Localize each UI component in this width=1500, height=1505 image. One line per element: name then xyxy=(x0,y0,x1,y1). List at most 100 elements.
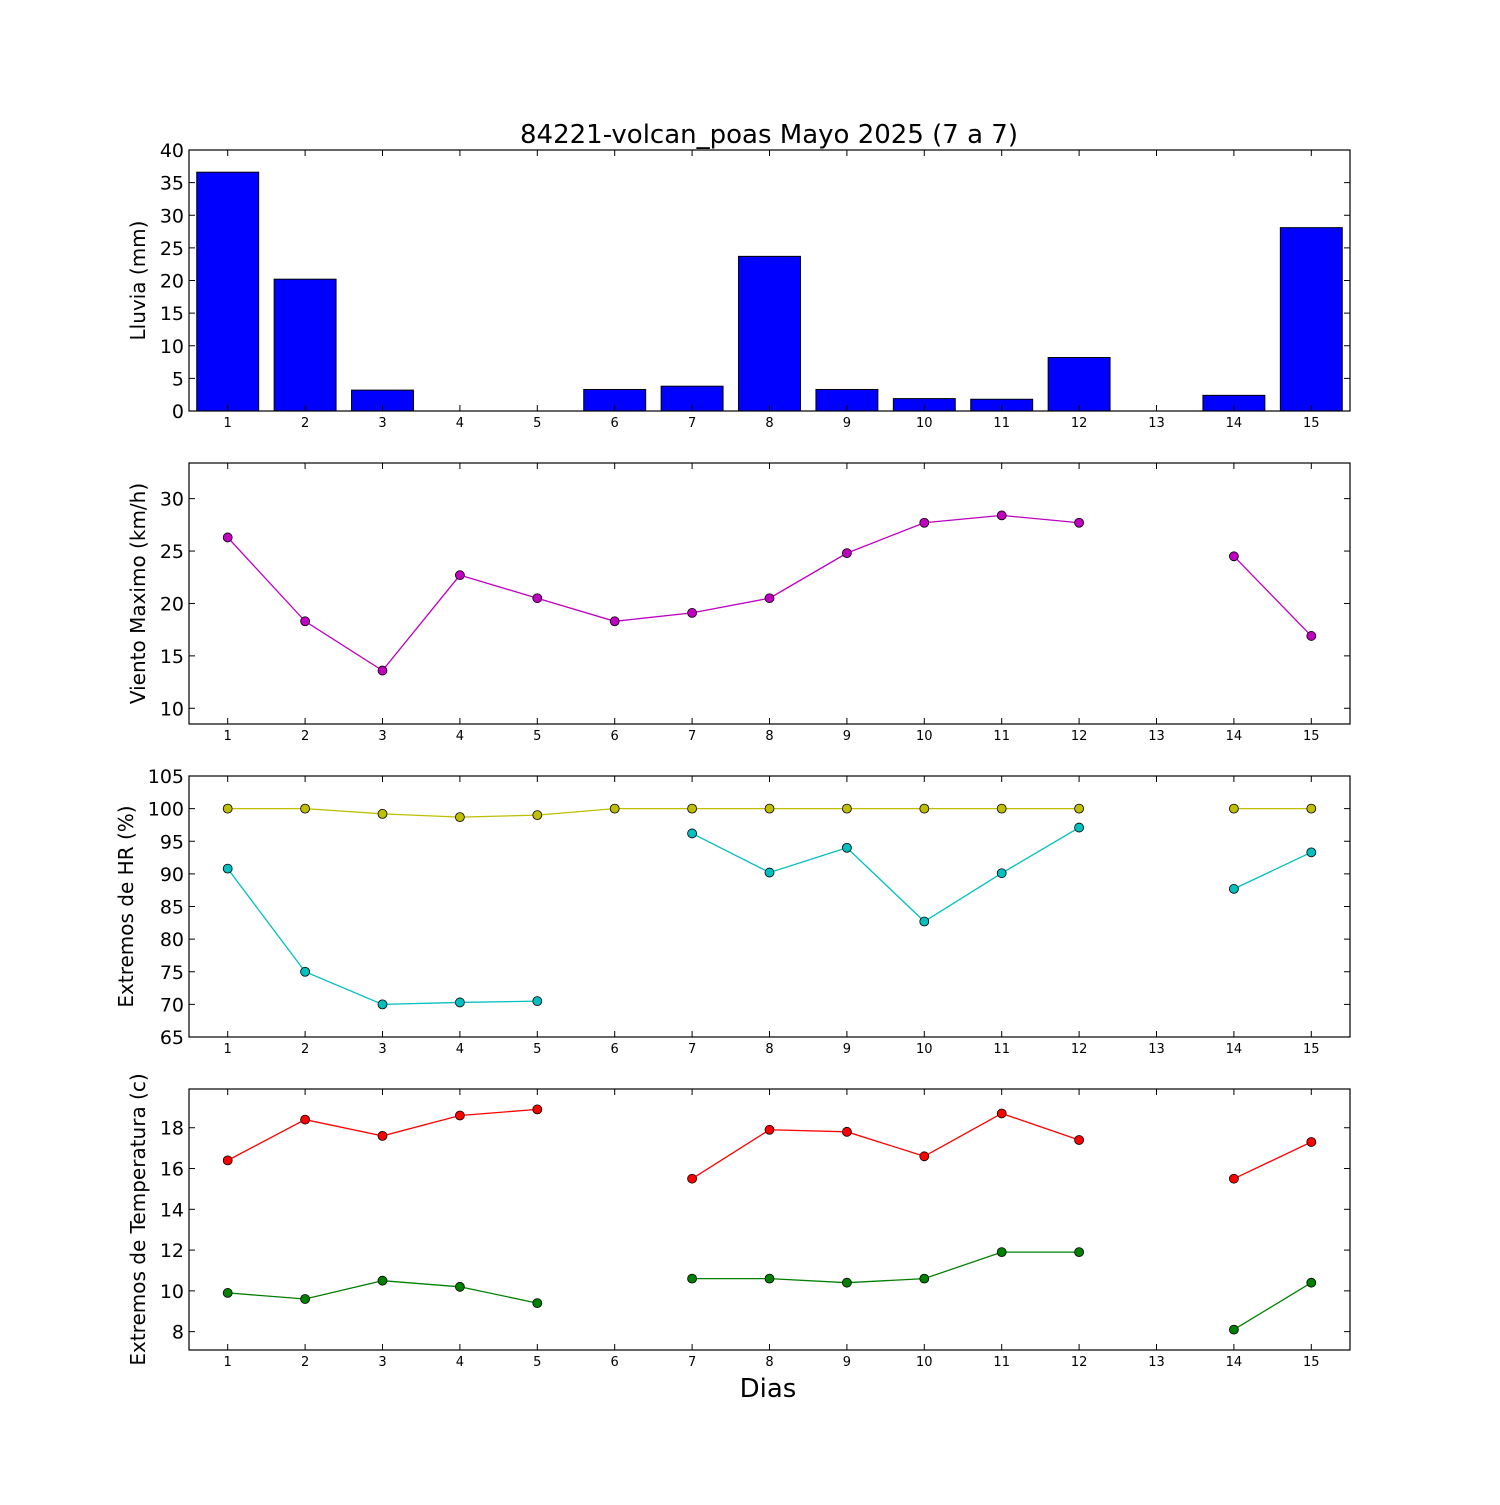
series-1-point-day-12 xyxy=(1074,1135,1084,1145)
series-2-point-day-5 xyxy=(532,1298,543,1308)
x-tick-label: 10 xyxy=(916,416,933,431)
series-2-point-day-9 xyxy=(842,842,852,853)
series-2-point-day-2 xyxy=(300,1294,311,1304)
y-tick-label: 100 xyxy=(148,799,184,821)
series-1-point-day-8 xyxy=(764,1124,775,1135)
x-tick-label: 15 xyxy=(1303,416,1320,431)
series-2-point-day-1 xyxy=(222,1288,233,1298)
x-tick-label: 8 xyxy=(765,1355,773,1370)
x-tick-label: 4 xyxy=(456,1355,464,1370)
x-tick-label: 4 xyxy=(456,1042,464,1057)
x-tick-label: 10 xyxy=(916,729,933,744)
series-1-point-day-2 xyxy=(300,1114,311,1125)
series-1-point-day-11 xyxy=(996,1108,1007,1119)
y-tick-label: 35 xyxy=(160,173,184,195)
series-1-point-day-5 xyxy=(532,810,543,821)
series-2-point-day-9 xyxy=(842,1277,852,1288)
bar-day-2 xyxy=(273,278,337,412)
series-2-point-day-15 xyxy=(1306,1277,1317,1288)
series-1-point-day-2 xyxy=(300,616,311,627)
x-tick-label: 3 xyxy=(378,1355,386,1370)
bar-day-12 xyxy=(1047,357,1111,412)
x-tick-label: 12 xyxy=(1071,1042,1088,1057)
x-tick-label: 8 xyxy=(765,729,773,744)
x-tick-label: 13 xyxy=(1148,416,1165,431)
series-1-line-segment-2 xyxy=(1233,555,1312,637)
bar-day-1 xyxy=(196,171,260,412)
x-tick-label: 9 xyxy=(843,1042,851,1057)
series-2-point-day-12 xyxy=(1074,822,1084,833)
series-1-point-day-4 xyxy=(454,1110,465,1121)
series-1-point-day-1 xyxy=(222,1155,233,1166)
series-2-line-segment-2 xyxy=(692,1251,1080,1284)
y-tick-label: 0 xyxy=(172,401,184,423)
series-2-point-day-8 xyxy=(764,1273,775,1284)
y-tick-label: 25 xyxy=(160,541,184,563)
series-1-point-day-14 xyxy=(1229,803,1239,814)
x-tick-label: 3 xyxy=(378,729,386,744)
series-1-point-day-3 xyxy=(377,1131,388,1141)
y-tick-label: 85 xyxy=(160,897,184,919)
series-1-point-day-10 xyxy=(919,517,930,528)
series-2-point-day-11 xyxy=(996,1247,1007,1258)
series-1-point-day-9 xyxy=(842,548,852,559)
y-tick-label: 14 xyxy=(160,1199,184,1221)
series-1-point-day-15 xyxy=(1306,1137,1317,1147)
y-tick-label: 15 xyxy=(160,646,184,668)
y-tick-label: 95 xyxy=(160,831,184,853)
x-tick-label: 1 xyxy=(224,1042,232,1057)
x-tick-label: 6 xyxy=(611,1042,619,1057)
x-tick-label: 15 xyxy=(1303,1042,1320,1057)
x-tick-label: 2 xyxy=(301,1355,309,1370)
x-tick-label: 4 xyxy=(456,416,464,431)
series-1-point-day-14 xyxy=(1229,551,1239,562)
x-tick-label: 7 xyxy=(688,1355,696,1370)
x-tick-label: 5 xyxy=(533,1355,541,1370)
series-1-point-day-2 xyxy=(300,803,311,814)
series-2-point-day-3 xyxy=(377,999,388,1010)
x-tick-label: 11 xyxy=(993,1355,1010,1370)
y-tick-label: 75 xyxy=(160,962,184,984)
series-1-point-day-1 xyxy=(222,532,233,543)
series-2-point-day-10 xyxy=(919,1273,930,1284)
x-tick-label: 1 xyxy=(224,416,232,431)
x-tick-label: 1 xyxy=(224,1355,232,1370)
series-2-point-day-8 xyxy=(764,867,775,878)
x-tick-label: 14 xyxy=(1226,1355,1243,1370)
y-tick-label: 20 xyxy=(160,271,184,293)
y-tick-label: 10 xyxy=(160,698,184,720)
series-1-point-day-10 xyxy=(919,1151,930,1162)
series-2-line-segment-2 xyxy=(691,826,1080,923)
x-tick-label: 11 xyxy=(993,416,1010,431)
series-1-line-segment-1 xyxy=(227,514,1080,672)
y-tick-label: 8 xyxy=(172,1322,184,1344)
series-2-point-day-10 xyxy=(919,916,930,927)
series-1-point-day-8 xyxy=(764,803,775,814)
y-axis-label: Extremos de Temperatura (c) xyxy=(126,1073,150,1365)
series-2-point-day-15 xyxy=(1306,847,1317,858)
series-1-point-day-3 xyxy=(377,665,388,676)
x-tick-label: 7 xyxy=(688,416,696,431)
x-tick-label: 13 xyxy=(1148,729,1165,744)
y-tick-label: 70 xyxy=(160,994,184,1016)
y-tick-label: 10 xyxy=(160,336,184,358)
x-tick-label: 11 xyxy=(993,729,1010,744)
x-tick-label: 7 xyxy=(688,729,696,744)
x-tick-label: 9 xyxy=(843,729,851,744)
series-1-point-day-9 xyxy=(842,1126,852,1137)
x-tick-label: 8 xyxy=(765,416,773,431)
x-tick-label: 6 xyxy=(611,729,619,744)
series-1-point-day-12 xyxy=(1074,803,1084,814)
x-tick-label: 15 xyxy=(1303,729,1320,744)
y-tick-label: 25 xyxy=(160,238,184,260)
series-1-point-day-11 xyxy=(996,803,1007,814)
series-2-point-day-11 xyxy=(996,868,1007,879)
y-axis-label: Viento Maximo (km/h) xyxy=(126,483,150,704)
series-1-point-day-6 xyxy=(609,803,620,814)
x-tick-label: 14 xyxy=(1226,416,1243,431)
series-1-point-day-3 xyxy=(377,808,388,819)
series-1-line-segment-1 xyxy=(227,807,1080,818)
x-tick-label: 12 xyxy=(1071,416,1088,431)
